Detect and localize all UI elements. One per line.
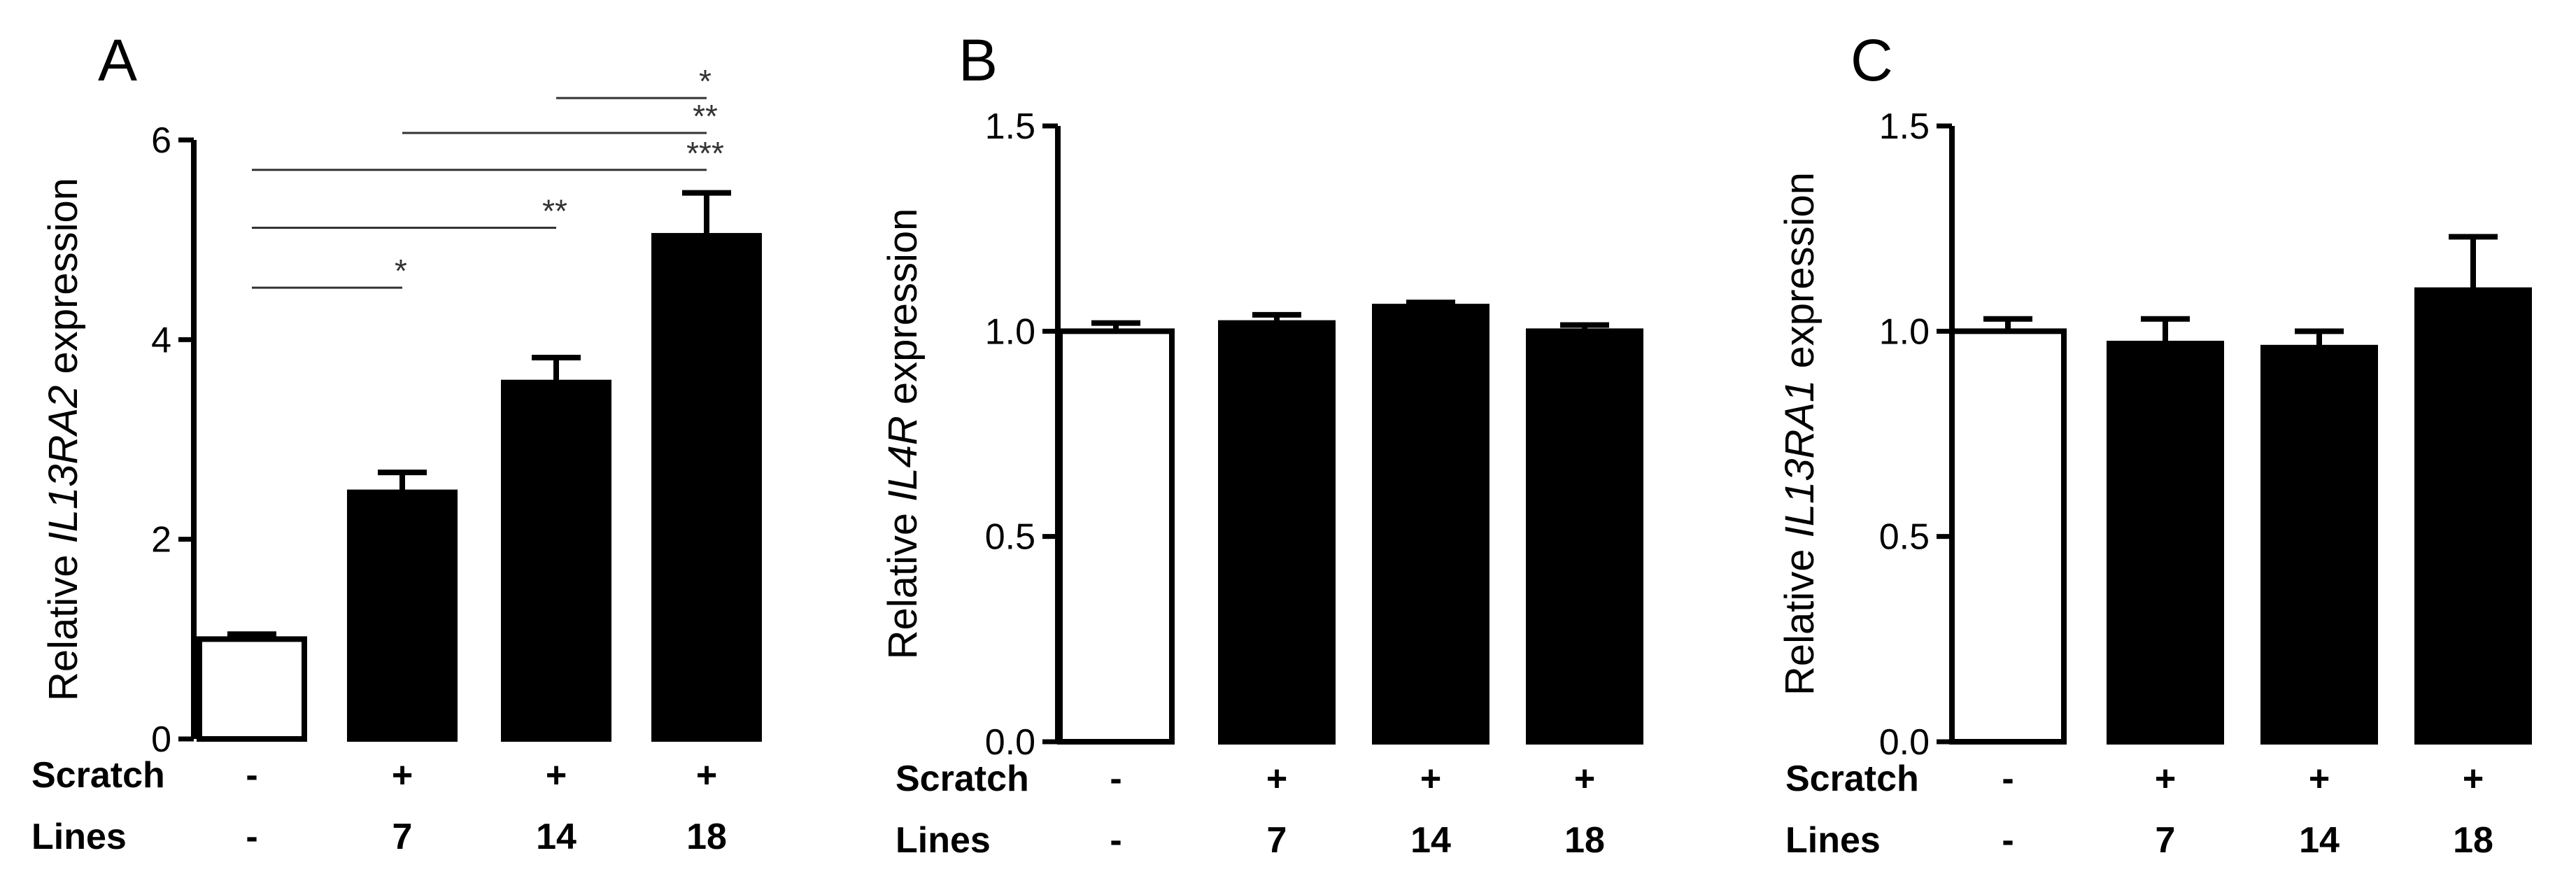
bar (501, 379, 611, 742)
bar (2260, 344, 2378, 745)
y-tick-label: 1.5 (1879, 106, 1930, 147)
category-label: + (2155, 759, 2176, 799)
bar (1949, 328, 2067, 745)
bar (1057, 328, 1175, 745)
category-label: 7 (392, 817, 413, 857)
row-label: Scratch (31, 755, 165, 796)
category-label: 7 (2156, 820, 2176, 861)
category-label: 18 (686, 817, 727, 857)
category-label: - (1110, 759, 1121, 799)
category-label: 7 (1267, 820, 1287, 861)
bar (347, 489, 458, 742)
category-label: + (1266, 759, 1287, 799)
y-axis-label-prefix: Relative (1777, 537, 1823, 696)
y-tick-label: 1.5 (985, 106, 1035, 147)
y-axis-label-suffix: expression (1777, 172, 1823, 380)
y-axis-label: Relative IL13RA2 expression (41, 178, 86, 701)
y-tick-label: 0.0 (985, 722, 1035, 763)
y-tick-label: 0.0 (1879, 722, 1930, 763)
y-axis-label: Relative IL13RA1 expression (1777, 172, 1823, 696)
y-axis-label-prefix: Relative (880, 502, 926, 660)
y-tick-label: 0 (151, 719, 171, 760)
category-label: - (1110, 820, 1121, 861)
category-label: 14 (1410, 820, 1451, 861)
significance-label: * (395, 253, 407, 289)
category-label: + (2309, 759, 2330, 799)
y-axis-label-suffix: expression (880, 209, 926, 416)
category-label: + (392, 755, 413, 796)
category-label: 14 (2299, 820, 2340, 861)
y-tick-label: 0.5 (1879, 517, 1930, 558)
y-axis-label-gene: IL13RA2 (41, 386, 86, 544)
bar (1372, 304, 1489, 745)
bar (2414, 287, 2532, 745)
panel-letter: C (1850, 27, 1893, 93)
category-label: - (246, 817, 257, 857)
bar (1526, 328, 1643, 745)
bar (2107, 340, 2224, 745)
row-label: Scratch (1785, 759, 1919, 799)
panel-b: B 0.0 0.5 1.0 1.5 Relative IL4R expression Scr… (880, 27, 1643, 861)
row-label: Lines (1785, 820, 1881, 861)
y-tick-label: 4 (151, 320, 171, 360)
category-label: + (2463, 759, 2484, 799)
y-axis-label-gene: IL13RA1 (1777, 380, 1823, 538)
y-tick-label: 2 (151, 520, 171, 561)
y-tick-label: 1.0 (985, 311, 1035, 352)
y-tick-label: 0.5 (985, 517, 1035, 558)
category-label: - (246, 755, 257, 796)
bar (1218, 320, 1336, 745)
y-axis-label-gene: IL4R (880, 416, 926, 502)
category-label: + (546, 755, 567, 796)
category-label: + (696, 755, 717, 796)
panel-letter: A (98, 27, 137, 93)
category-label: + (1574, 759, 1595, 799)
bar (197, 636, 307, 742)
y-axis-label: Relative IL4R expression (880, 209, 926, 660)
bar (651, 232, 762, 742)
significance-label: ** (693, 98, 718, 134)
panel-c: C 0.0 0.5 1.0 1.5 Relative IL13RA1 expression… (1777, 27, 2532, 861)
row-label: Lines (31, 817, 127, 857)
category-label: - (2002, 820, 2014, 861)
row-label: Lines (896, 820, 991, 861)
category-label: 14 (536, 817, 576, 857)
y-tick-label: 6 (151, 120, 171, 161)
y-axis-label-prefix: Relative (41, 543, 86, 701)
significance-label: ** (542, 193, 567, 230)
category-label: 18 (2453, 820, 2493, 861)
row-label: Scratch (896, 759, 1029, 799)
category-label: 18 (1564, 820, 1605, 861)
significance-label: *** (686, 135, 724, 171)
category-label: + (1420, 759, 1441, 799)
panel-letter: B (958, 27, 998, 93)
y-tick-label: 1.0 (1879, 311, 1930, 352)
category-label: - (2002, 759, 2014, 799)
significance-label: * (699, 63, 712, 99)
y-axis-label-suffix: expression (41, 178, 86, 386)
